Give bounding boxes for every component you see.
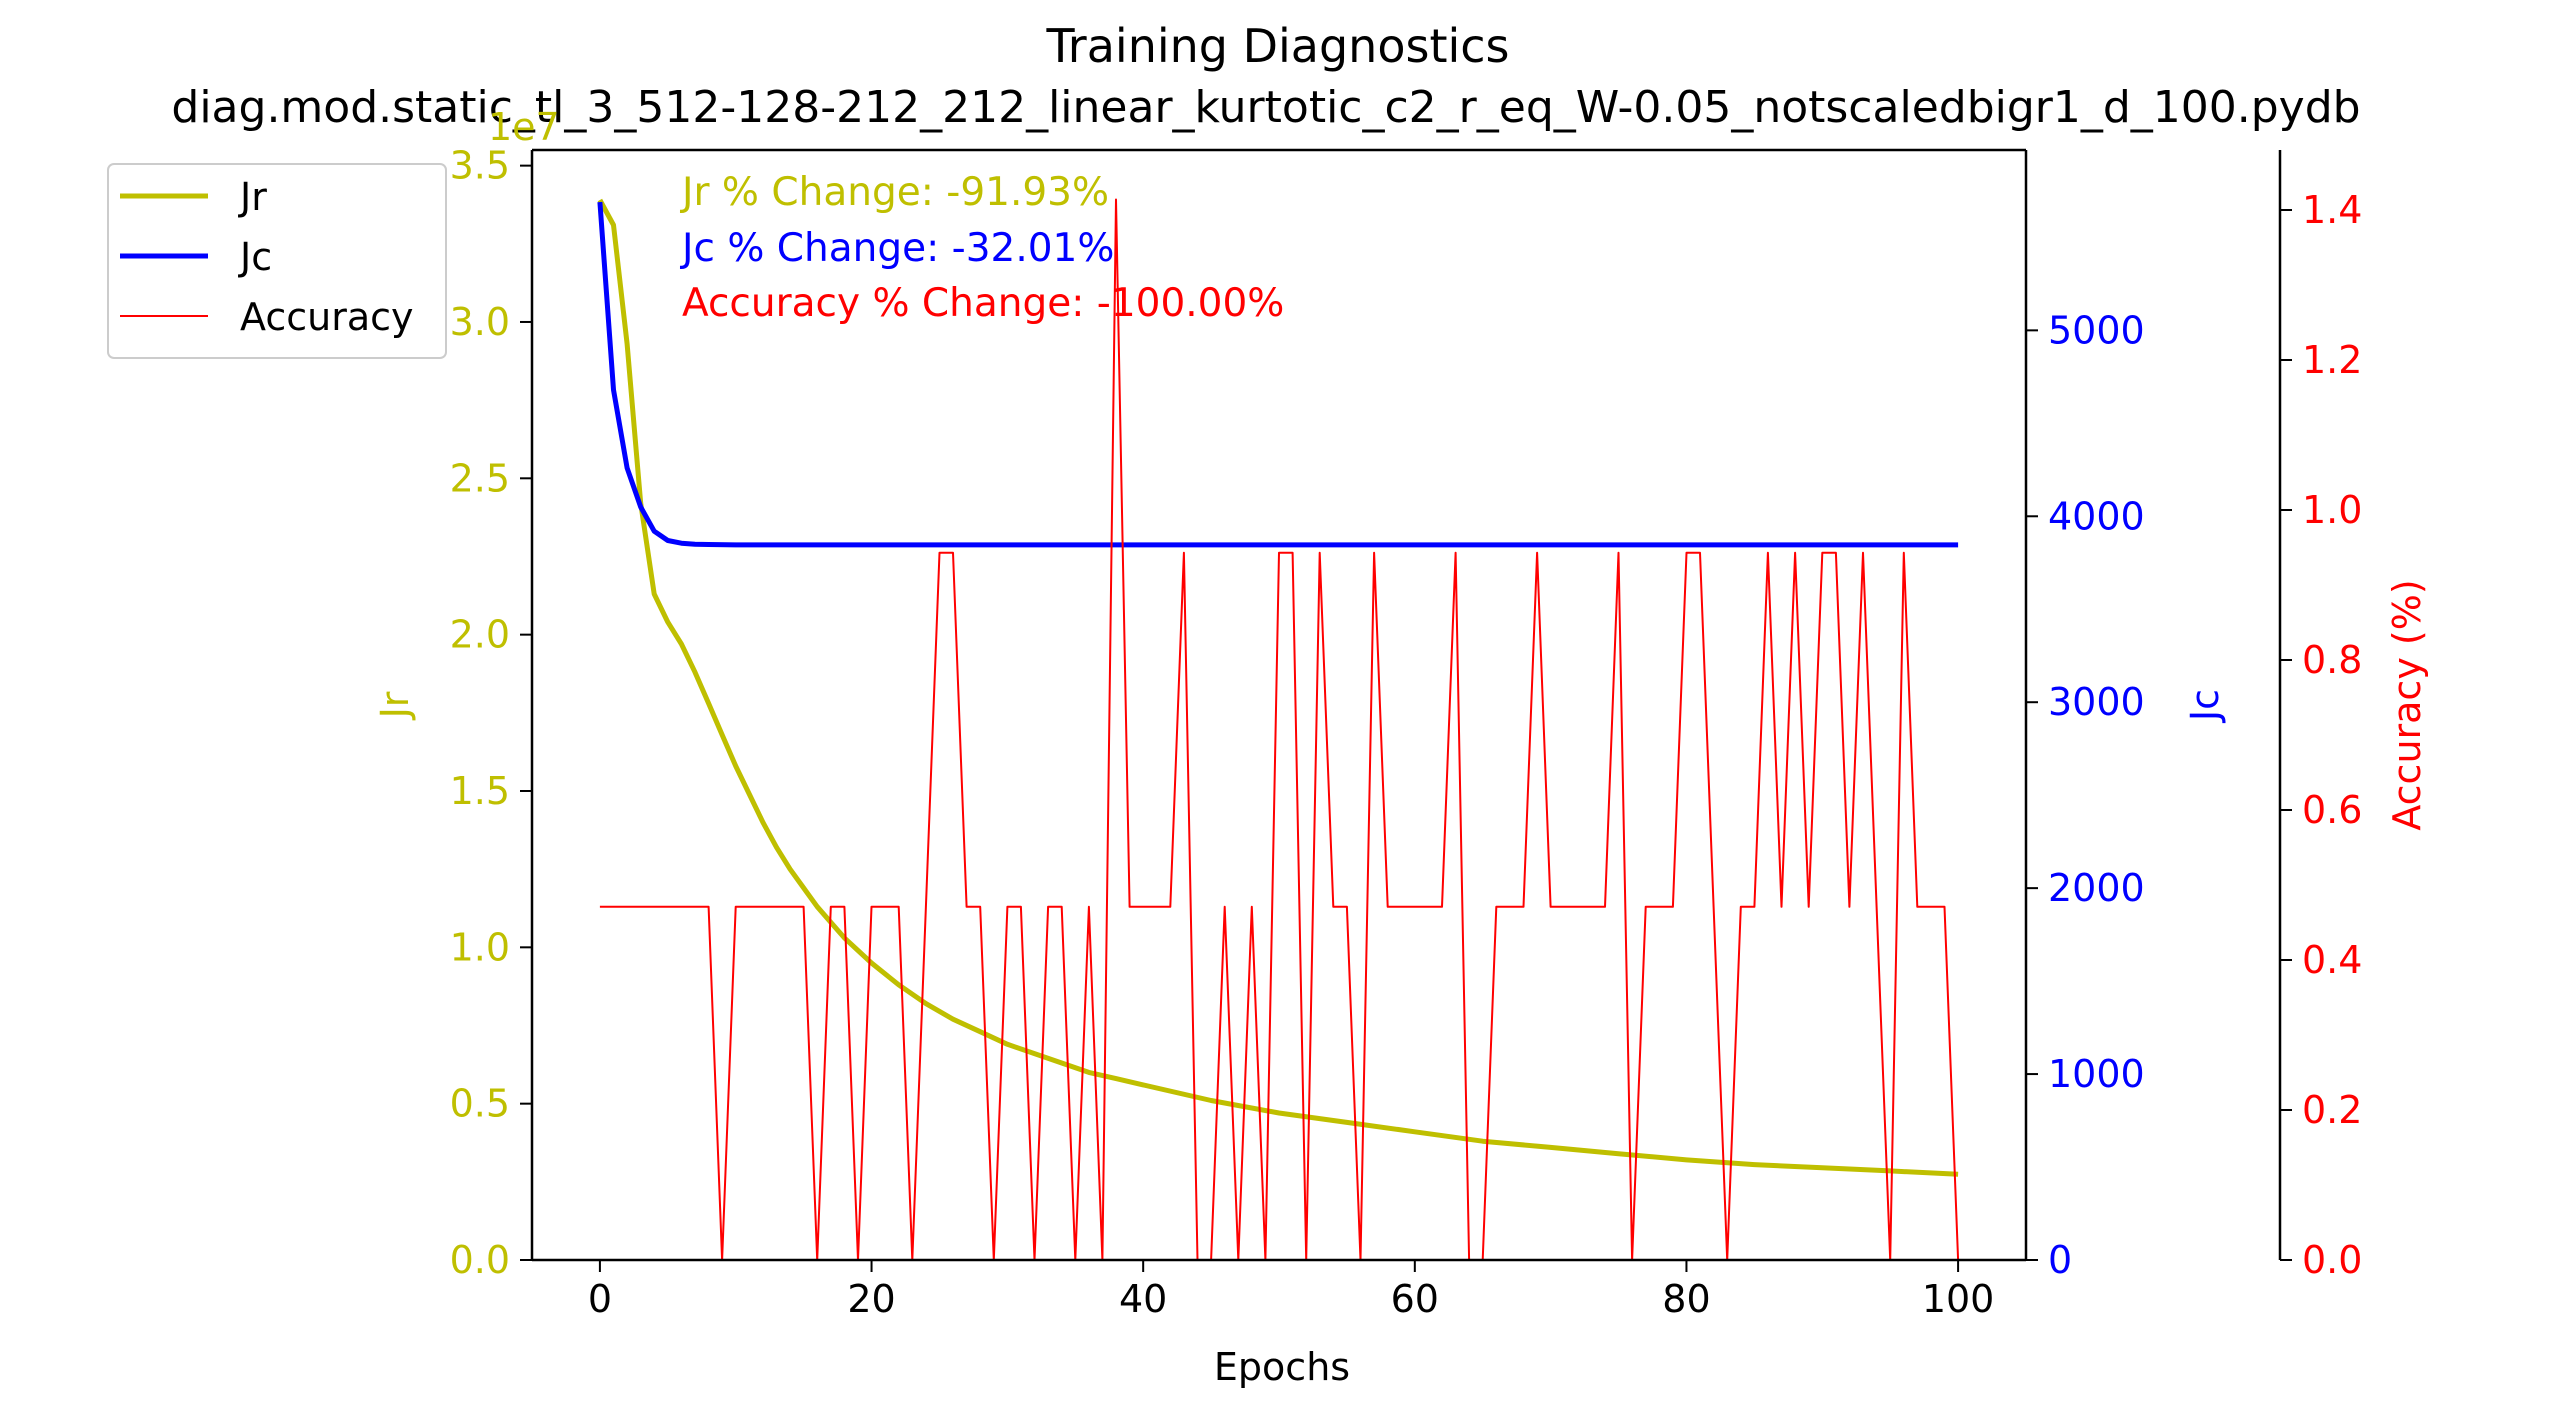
jc-tick-label: 5000 [2048,308,2145,352]
jr-tick-label: 1.0 [450,925,510,969]
accuracy-tick-label: 1.0 [2302,488,2362,532]
jr-tick-label: 3.0 [450,300,510,344]
accuracy-tick-label: 0.2 [2302,1088,2362,1132]
x-tick-label: 0 [588,1277,612,1321]
jr-offset-label: 1e7 [488,105,560,149]
x-tick-label: 20 [847,1277,895,1321]
axes-layer: 0 20 40 60 80 100 0.0 0.5 1.0 1.5 2.0 2.5 3.0 3.5 0 100… [450,144,2363,1321]
chart-title: Training Diagnostics [1045,19,1509,73]
series-line-jr [597,198,1959,1177]
jr-tick-label: 1.5 [450,769,510,813]
jc-tick-label: 4000 [2048,494,2145,538]
jr-axis-label: Jr [373,691,417,720]
x-tick-label: 40 [1119,1277,1167,1321]
jr-tick-label: 3.5 [450,144,510,188]
jc-tick-label: 2000 [2048,866,2145,910]
jr-tick-label: 0.0 [450,1238,510,1282]
jc-tick-label: 1000 [2048,1052,2145,1096]
legend: Jr Jc Accuracy [107,163,447,359]
legend-label-accuracy: Accuracy [240,295,414,339]
legend-box [107,163,447,359]
jr-tick-label: 2.0 [450,613,510,657]
accuracy-tick-label: 0.4 [2302,938,2362,982]
accuracy-change-annotation: Accuracy % Change: -100.00% [682,281,1284,326]
jc-axis-label: Jc [2183,689,2227,723]
accuracy-tick-label: 1.4 [2302,188,2362,232]
legend-label-jc: Jc [238,235,272,279]
jr-change-annotation: Jr % Change: -91.93% [679,170,1109,215]
accuracy-tick-label: 0.6 [2302,788,2362,832]
series-line-accuracy [599,198,1960,1261]
accuracy-tick-label: 1.2 [2302,338,2362,382]
jr-tick-label: 2.5 [450,456,510,500]
jr-tick-label: 0.5 [450,1082,510,1126]
series-line-jc [597,201,1959,548]
accuracy-tick-label: 0.8 [2302,638,2362,682]
chart-subtitle: diag.mod.static_tl_3_512-128-212_212_lin… [171,82,2360,133]
accuracy-axis-label: Accuracy (%) [2385,579,2429,830]
jc-tick-label: 3000 [2048,680,2145,724]
x-tick-label: 100 [1922,1277,1995,1321]
x-tick-label: 60 [1391,1277,1439,1321]
jc-change-annotation: Jc % Change: -32.01% [679,226,1114,271]
legend-label-jr: Jr [238,175,267,219]
accuracy-tick-label: 0.0 [2302,1238,2362,1282]
x-axis-label: Epochs [1214,1345,1350,1389]
series-layer [597,198,1960,1261]
x-tick-label: 80 [1662,1277,1710,1321]
jc-tick-label: 0 [2048,1238,2072,1282]
